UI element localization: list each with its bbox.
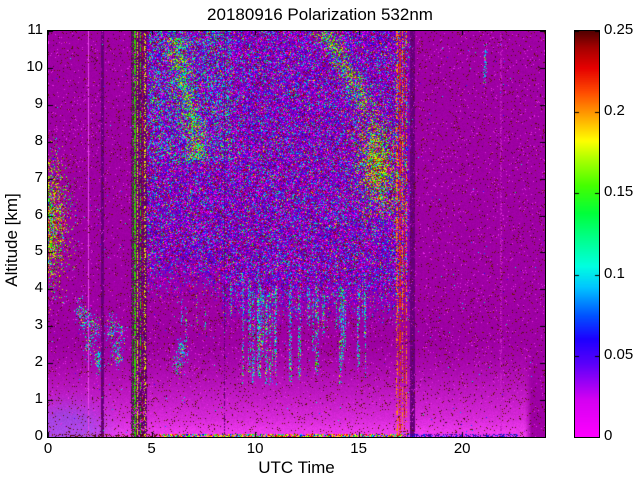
x-tick-label: 10 [246,440,264,457]
y-tick-label: 2 [34,353,43,371]
y-tick-label: 6 [34,205,43,223]
heatmap-canvas [47,30,546,438]
y-tick-label: 5 [34,242,43,260]
colorbar-tick-label: 0.2 [604,102,625,120]
colorbar-tick-label: 0.1 [604,264,625,282]
x-tick-label: 5 [147,440,156,457]
colorbar-tick-label: 0.25 [604,21,634,38]
y-tick-label: 0 [34,427,43,444]
y-tick-label: 8 [34,131,43,149]
x-tick-label: 20 [453,440,471,457]
colorbar-canvas [574,30,600,438]
chart-title: 20180916 Polarization 532nm [207,5,433,24]
colorbar-tick-label: 0.15 [604,183,634,201]
y-tick-label: 7 [34,168,43,186]
colorbar-tick-label: 0 [604,427,613,444]
y-tick-label: 4 [34,279,43,297]
y-tick-label: 10 [26,57,43,75]
y-tick-label: 3 [34,316,43,334]
x-tick-label: 15 [350,440,367,457]
colorbar-tick-label: 0.05 [604,345,634,363]
y-tick-label: 11 [27,21,43,38]
x-tick-label: 0 [43,440,53,457]
y-tick-label: 1 [34,390,43,408]
x-axis-label: UTC Time [258,458,335,477]
y-tick-label: 9 [34,94,43,112]
